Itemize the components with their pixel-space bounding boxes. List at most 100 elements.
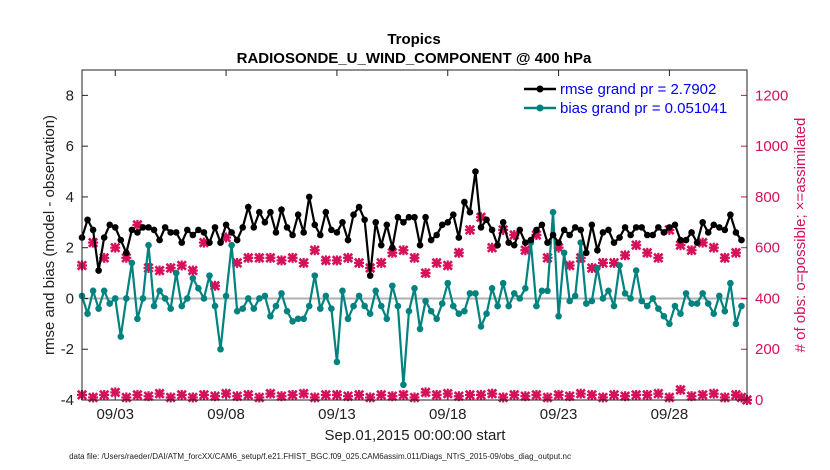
bias-point — [605, 287, 612, 295]
rmse-point — [167, 229, 174, 236]
rmse-point — [400, 219, 407, 226]
bias-point — [599, 295, 607, 302]
possible-obs-point — [110, 242, 121, 253]
bias-point — [499, 279, 507, 287]
possible-obs-point — [409, 252, 420, 263]
assimilated-obs-point — [475, 389, 487, 401]
bias-point — [715, 292, 723, 300]
possible-obs-point — [431, 257, 442, 269]
possible-obs-point — [653, 252, 664, 263]
possible-obs-point — [697, 237, 708, 248]
bias-point — [632, 267, 640, 274]
assimilated-obs-point — [520, 391, 531, 402]
rmse-point — [660, 229, 668, 236]
possible-obs-point — [730, 247, 742, 258]
bias-point — [95, 305, 102, 312]
possible-obs-point — [464, 224, 476, 236]
bias-point — [704, 300, 712, 307]
bias-point — [483, 310, 490, 317]
rmse-point — [106, 221, 114, 229]
y2-tick-label: 800 — [755, 189, 780, 206]
possible-obs-point — [298, 257, 309, 269]
rmse-point — [455, 234, 463, 241]
rmse-point — [677, 236, 684, 244]
y-axis-ticks: -4 -2 0 2 4 6 8 — [61, 87, 88, 409]
bias-point — [566, 297, 573, 305]
assimilated-obs-point — [708, 388, 719, 399]
assimilated-obs-point — [353, 389, 365, 401]
bias-point — [261, 292, 269, 300]
rmse-point — [522, 239, 529, 246]
y-axis-label: rmse and bias (model - observation) — [41, 115, 58, 355]
assimilated-obs-point — [653, 388, 664, 399]
rmse-point — [510, 241, 518, 249]
rmse-point — [156, 236, 163, 244]
bias-point — [655, 305, 662, 312]
assimilated-obs-point — [642, 389, 653, 401]
bias-point — [405, 307, 413, 315]
possible-obs-point — [398, 245, 409, 256]
rmse-point — [300, 229, 307, 236]
possible-obs-point — [87, 237, 99, 248]
rmse-point — [549, 231, 557, 239]
rmse-point — [582, 249, 590, 257]
rmse-point — [283, 224, 291, 231]
bias-point — [538, 287, 546, 295]
bias-point — [161, 295, 169, 302]
bias-point — [322, 292, 330, 300]
rmse-point — [222, 221, 230, 229]
bias-point — [522, 285, 529, 292]
rmse-point — [161, 224, 169, 231]
bias-point — [200, 295, 208, 302]
bias-point — [488, 285, 496, 292]
rmse-point — [117, 236, 125, 244]
assimilated-obs-point — [287, 389, 298, 401]
bias-point — [416, 325, 424, 333]
assimilated-obs-point — [298, 388, 309, 399]
bias-point — [239, 305, 247, 312]
bias-point — [233, 307, 241, 315]
possible-obs-point — [619, 250, 631, 261]
assimilated-obs-point — [464, 389, 476, 401]
assimilated-obs-point — [176, 389, 187, 401]
bias-point — [244, 295, 252, 302]
bias-point — [217, 345, 224, 353]
possible-obs-point — [287, 252, 298, 263]
rmse-point — [383, 221, 391, 229]
rmse-point — [339, 219, 346, 226]
possible-obs-point — [642, 247, 653, 258]
bias-point — [355, 292, 363, 300]
rmse-point — [377, 241, 385, 249]
rmse-point — [333, 229, 341, 236]
rmse-point — [111, 224, 119, 231]
bias-point — [167, 305, 174, 312]
data-marks — [76, 168, 753, 406]
possible-obs-point — [708, 242, 719, 253]
legend: rmse grand pr = 2.7902 bias grand pr = 0… — [524, 81, 727, 117]
rmse-point — [499, 219, 507, 226]
bias-point — [688, 300, 695, 307]
chart-title: Tropics — [387, 31, 440, 48]
bias-point — [455, 310, 463, 317]
legend-bias-marker — [536, 104, 544, 112]
rmse-point — [466, 208, 474, 216]
bias-point — [350, 302, 357, 310]
y-tick-label: -2 — [61, 341, 74, 358]
rmse-point — [89, 226, 97, 234]
y2-tick-label: 1000 — [755, 138, 788, 155]
rmse-point — [256, 208, 263, 216]
rmse-point — [477, 224, 485, 231]
possible-obs-point — [686, 245, 697, 256]
bias-point — [610, 302, 618, 310]
rmse-point — [128, 226, 136, 234]
rmse-point — [211, 224, 219, 231]
assimilated-obs-point — [209, 391, 221, 402]
assimilated-obs-point — [575, 388, 586, 399]
bias-point — [461, 307, 468, 315]
rmse-point — [527, 236, 535, 244]
y2-tick-label: 400 — [755, 290, 780, 307]
rmse-point — [516, 226, 524, 234]
bias-point — [732, 320, 740, 328]
rmse-point — [699, 219, 706, 226]
rmse-point — [328, 226, 335, 234]
